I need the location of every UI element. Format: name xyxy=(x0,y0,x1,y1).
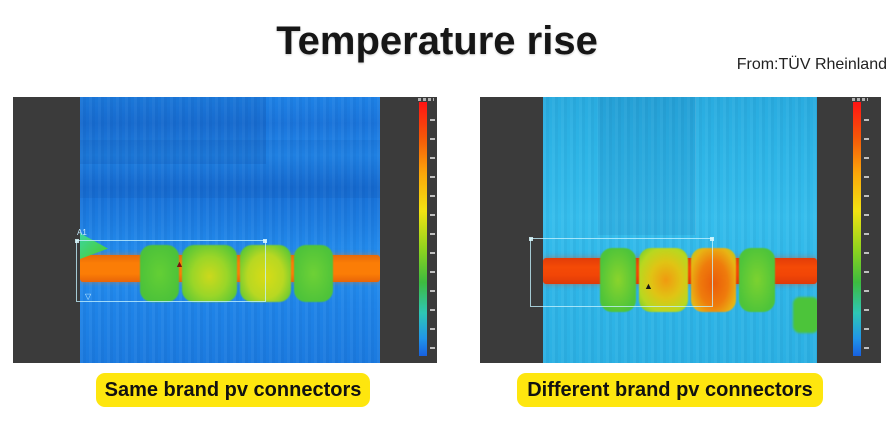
thermal-field xyxy=(80,97,380,363)
thermal-shade-region xyxy=(597,97,697,236)
connector-segment xyxy=(140,245,179,302)
thermal-green-blob xyxy=(793,297,817,333)
thermal-shade-region xyxy=(80,97,266,164)
scale-top-label xyxy=(418,98,434,101)
scale-top-label xyxy=(852,98,868,101)
roi-corner-marker: ▽ xyxy=(85,292,92,301)
connector-segment xyxy=(639,248,689,312)
caption-same-brand: Same brand pv connectors xyxy=(96,373,370,407)
measurement-roi-box xyxy=(529,237,714,307)
connector-segment xyxy=(181,245,238,302)
temperature-color-scale xyxy=(419,102,427,356)
connector-segment xyxy=(600,248,637,312)
scale-tick-labels xyxy=(430,102,435,356)
roi-label: A1 xyxy=(77,228,87,237)
thermal-field xyxy=(543,97,817,363)
temperature-spot-marker: ▲ xyxy=(644,281,653,291)
temperature-color-scale xyxy=(853,102,861,356)
scale-tick-labels xyxy=(864,102,869,356)
thermal-shade-band xyxy=(80,139,380,199)
thermal-image-same-brand: A1 ▲ ▽ xyxy=(13,97,437,363)
measurement-roi-box xyxy=(75,239,267,302)
thermal-noise-texture xyxy=(80,97,380,363)
connector-segment xyxy=(294,245,333,302)
thermal-image-different-brand: ▲ xyxy=(480,97,881,363)
connector-segment-hotspot xyxy=(691,248,736,312)
pv-connector-assembly xyxy=(600,248,775,312)
caption-different-brand: Different brand pv connectors xyxy=(517,373,823,407)
connector-segment xyxy=(738,248,775,312)
temperature-spot-marker: ▲ xyxy=(175,259,184,269)
thermal-noise-texture xyxy=(543,97,817,363)
source-attribution: From:TÜV Rheinland xyxy=(736,56,887,73)
page-title: Temperature rise xyxy=(276,19,598,63)
